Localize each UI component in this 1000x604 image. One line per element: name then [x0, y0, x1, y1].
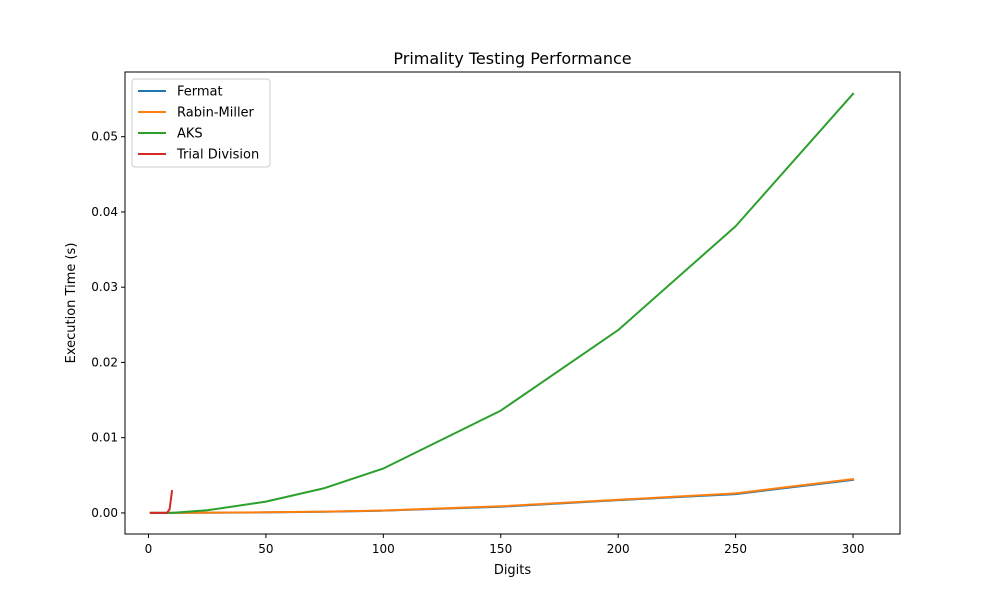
y-axis-ticks: 0.00 0.01 0.02 0.03 0.04 0.05 [91, 130, 125, 520]
series-line-3 [149, 489, 174, 514]
legend-box [131, 78, 271, 168]
x-tick-label: 50 [258, 542, 273, 556]
y-tick-label: 0.03 [91, 280, 118, 294]
x-tick-label: 0 [145, 542, 153, 556]
y-tick-label: 0.01 [91, 431, 118, 445]
legend-label: Fermat [177, 85, 223, 100]
y-axis-label: Execution Time (s) [64, 243, 79, 364]
y-tick-label: 0.02 [91, 355, 118, 369]
x-axis-ticks: 0 50 100 150 200 250 300 [145, 534, 865, 556]
y-tick-label: 0.00 [91, 506, 118, 520]
x-tick-label: 150 [489, 542, 512, 556]
legend-items: Fermat Rabin-Miller AKS Trial Division [138, 85, 259, 163]
x-tick-label: 250 [724, 542, 747, 556]
y-tick-label: 0.05 [91, 130, 118, 144]
chart-title: Primality Testing Performance [393, 49, 631, 68]
legend-label: Rabin-Miller [177, 106, 255, 121]
x-tick-label: 300 [842, 542, 865, 556]
x-axis-label: Digits [494, 563, 532, 578]
x-tick-label: 200 [607, 542, 630, 556]
series-layer [149, 92, 855, 514]
legend-label: Trial Division [176, 148, 259, 163]
plot-frame [124, 71, 901, 535]
legend: Fermat Rabin-Miller AKS Trial Division [131, 78, 271, 168]
y-tick-label: 0.04 [91, 205, 118, 219]
legend-label: AKS [177, 127, 203, 142]
x-tick-label: 100 [372, 542, 395, 556]
